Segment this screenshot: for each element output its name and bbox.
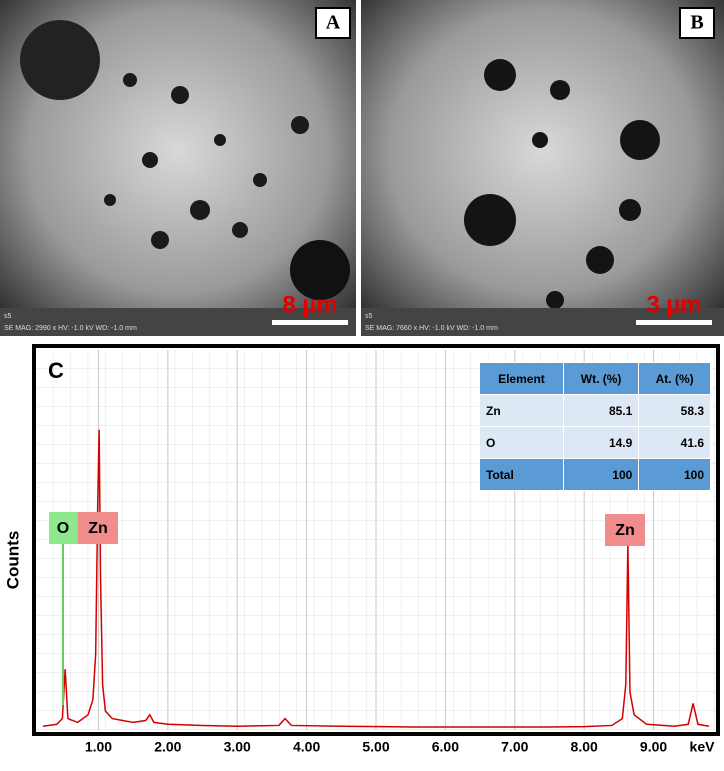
scale-bar xyxy=(272,320,348,325)
scale-label: 8 µm xyxy=(282,291,337,318)
results-table: Element Wt. (%) At. (%) Zn 85.1 58.3 O 14.9 41.6… xyxy=(479,362,711,491)
annotation-box xyxy=(605,514,645,546)
sem-image-b xyxy=(361,0,724,336)
x-tick-label: 2.00 xyxy=(154,739,181,755)
x-tick-label: 6.00 xyxy=(432,739,459,755)
x-tick-label: 3.00 xyxy=(224,739,251,755)
y-axis-label: Counts xyxy=(3,531,22,590)
label-box xyxy=(315,7,351,39)
table-cell: 58.3 xyxy=(638,394,711,427)
table-cell: Total xyxy=(479,458,564,491)
x-tick-label: 7.00 xyxy=(501,739,528,755)
scale-bar xyxy=(636,320,712,325)
table-cell: At. (%) xyxy=(638,362,711,395)
annotation: Zn xyxy=(615,522,635,539)
panel-label: C xyxy=(48,358,64,383)
table-cell: 14.9 xyxy=(562,426,640,459)
table-cell: 41.6 xyxy=(638,426,711,459)
table-cell: 100 xyxy=(562,458,640,491)
annotation-box xyxy=(78,512,118,544)
sem-info: SE MAG: 7660 x HV: -1.0 kV WD: -1.0 mm xyxy=(365,325,498,332)
x-tick-label: 9.00 xyxy=(640,739,667,755)
x-tick-label: 5.00 xyxy=(362,739,389,755)
table-row: O 14.9 41.6 xyxy=(479,426,711,459)
table-cell: Zn xyxy=(479,394,564,427)
scale-label: 3 µm xyxy=(646,291,701,318)
table-cell: O xyxy=(479,426,564,459)
label-box xyxy=(679,7,715,39)
sem-image-a xyxy=(0,0,356,336)
panel-label: A xyxy=(326,12,341,34)
table-row: Element Wt. (%) At. (%) xyxy=(479,362,711,395)
x-tick-label: 4.00 xyxy=(293,739,320,755)
sem-info: SE MAG: 2990 x HV: -1.0 kV WD: -1.0 mm xyxy=(4,325,137,332)
x-tick-label: 8.00 xyxy=(571,739,598,755)
annotation-box xyxy=(49,512,78,544)
table: Element Wt. (%) At. (%) Zn 85.1 58.3 O 14.9 41.6… xyxy=(479,362,711,491)
table-row: Zn 85.1 58.3 xyxy=(479,394,711,427)
x-tick-label: 1.00 xyxy=(85,739,112,755)
panel-label: B xyxy=(690,12,703,34)
x-axis-label: keV xyxy=(690,739,716,755)
plot-frame xyxy=(32,344,720,736)
sample-label: s5 xyxy=(365,313,373,320)
table-cell: Wt. (%) xyxy=(562,362,640,395)
spectrum-line xyxy=(42,429,710,728)
table-row: Total 100 100 xyxy=(479,458,711,491)
table-cell: 100 xyxy=(638,458,711,491)
sample-label: s5 xyxy=(4,313,12,320)
table-cell: Element xyxy=(479,362,564,395)
annotation: Zn xyxy=(88,520,108,537)
annotation: O xyxy=(57,520,69,537)
table-cell: 85.1 xyxy=(562,394,640,427)
